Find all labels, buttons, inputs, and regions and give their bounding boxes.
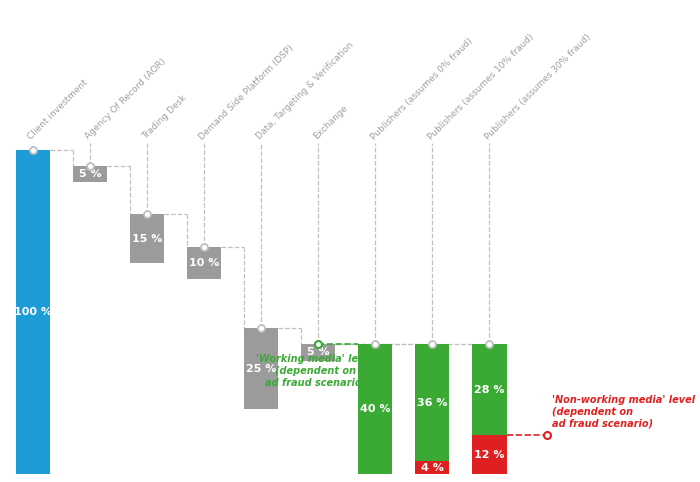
- Text: Publishers (assumes 30% fraud): Publishers (assumes 30% fraud): [483, 32, 592, 141]
- Bar: [73, 166, 107, 182]
- Text: 'Non-working media' level
(dependent on
ad fraud scenario): 'Non-working media' level (dependent on …: [552, 395, 695, 428]
- Bar: [244, 328, 278, 409]
- Text: Data, Targeting & Verification: Data, Targeting & Verification: [255, 40, 356, 141]
- Text: 10 %: 10 %: [189, 258, 219, 268]
- Bar: [301, 344, 335, 361]
- Text: 25 %: 25 %: [246, 363, 276, 374]
- Text: Publishers (assumes 10% fraud): Publishers (assumes 10% fraud): [426, 32, 536, 141]
- Text: 100 %: 100 %: [14, 307, 52, 317]
- Text: Agency Of Record (AOR): Agency Of Record (AOR): [83, 57, 168, 141]
- Bar: [415, 461, 449, 474]
- Text: 4 %: 4 %: [421, 463, 444, 473]
- Text: 36 %: 36 %: [417, 398, 447, 408]
- Bar: [130, 214, 164, 263]
- Text: 40 %: 40 %: [360, 404, 391, 414]
- Bar: [473, 435, 507, 474]
- Text: Publishers (assumes 0% fraud): Publishers (assumes 0% fraud): [369, 36, 474, 141]
- Text: Trading Desk: Trading Desk: [141, 94, 188, 141]
- Text: 28 %: 28 %: [474, 385, 505, 395]
- Text: 12 %: 12 %: [474, 450, 505, 460]
- Text: 15 %: 15 %: [132, 234, 162, 244]
- Bar: [358, 344, 393, 474]
- Bar: [187, 247, 221, 280]
- Text: Exchange: Exchange: [312, 104, 349, 141]
- Text: 5 %: 5 %: [78, 169, 102, 179]
- Text: Client investment: Client investment: [27, 78, 90, 141]
- Text: 'Working media' level
(dependent on
ad fraud scenario): 'Working media' level (dependent on ad f…: [256, 354, 374, 387]
- Bar: [415, 344, 449, 461]
- Bar: [15, 149, 50, 474]
- Text: 5 %: 5 %: [307, 348, 330, 357]
- Text: Demand Side Platform (DSP): Demand Side Platform (DSP): [197, 43, 296, 141]
- Bar: [473, 344, 507, 435]
